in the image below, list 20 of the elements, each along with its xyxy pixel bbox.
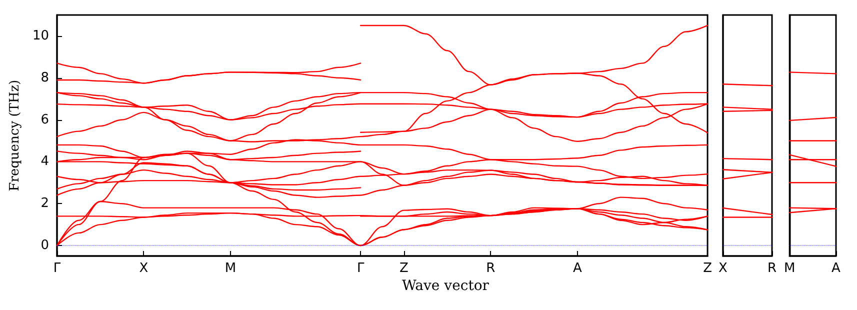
y-tick-label: 2: [40, 196, 49, 212]
x-tick-label: X: [718, 261, 728, 276]
x-tick-label: Z: [703, 261, 712, 276]
y-tick-label: 8: [40, 70, 49, 86]
y-tick-label: 6: [40, 112, 49, 128]
y-tick-label: 10: [32, 28, 49, 44]
x-tick-label: Γ: [356, 261, 365, 276]
y-tick-label: 0: [40, 238, 49, 254]
x-tick-label: R: [486, 261, 496, 276]
x-tick-label: R: [767, 261, 777, 276]
x-tick-label: M: [784, 261, 796, 276]
x-tick-label: Γ: [53, 261, 62, 276]
x-tick-label: X: [139, 261, 148, 276]
y-tick-label: 4: [40, 154, 49, 170]
x-tick-label: M: [224, 261, 236, 276]
x-tick-label: A: [832, 261, 841, 276]
x-tick-label: Z: [400, 261, 409, 276]
y-axis-title: Frequency (THz): [8, 80, 23, 192]
x-tick-label: A: [572, 261, 582, 276]
x-axis-title: Wave vector: [402, 278, 490, 294]
